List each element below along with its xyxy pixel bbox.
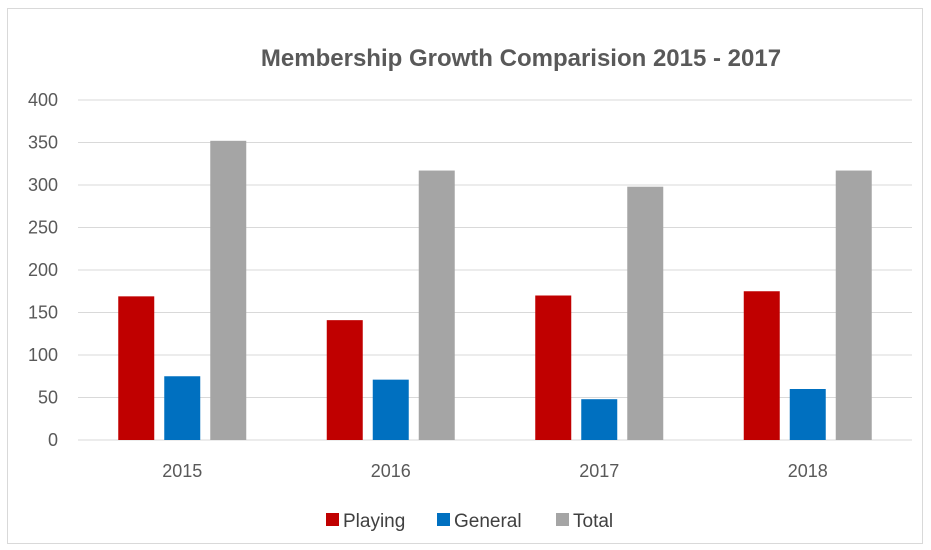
y-tick-label: 200 bbox=[28, 260, 58, 280]
y-tick-label: 50 bbox=[38, 388, 58, 408]
bar-total-2018 bbox=[835, 170, 872, 441]
legend-swatch-playing bbox=[326, 513, 339, 526]
chart-title: Membership Growth Comparision 2015 - 201… bbox=[261, 45, 781, 72]
y-tick-label: 400 bbox=[28, 90, 58, 110]
bar-total-2017 bbox=[627, 186, 664, 440]
legend: Playing General Total bbox=[326, 511, 613, 532]
y-tick-label: 250 bbox=[28, 218, 58, 238]
x-tick-label: 2018 bbox=[788, 461, 828, 481]
bar-playing-2016 bbox=[326, 320, 363, 440]
bar-general-2018 bbox=[789, 389, 826, 440]
x-tick-label: 2016 bbox=[371, 461, 411, 481]
y-tick-label: 100 bbox=[28, 345, 58, 365]
y-tick-label: 150 bbox=[28, 303, 58, 323]
gridlines bbox=[78, 99, 912, 441]
bar-playing-2015 bbox=[118, 296, 155, 440]
y-tick-label: 300 bbox=[28, 175, 58, 195]
bar-general-2017 bbox=[581, 399, 618, 440]
legend-label-playing: Playing bbox=[343, 511, 405, 532]
bars bbox=[118, 140, 872, 441]
bar-playing-2018 bbox=[743, 291, 780, 440]
chart-frame bbox=[7, 8, 923, 544]
x-tick-label: 2017 bbox=[579, 461, 619, 481]
legend-label-general: General bbox=[454, 511, 522, 532]
legend-label-total: Total bbox=[573, 511, 613, 532]
bar-total-2015 bbox=[210, 140, 247, 441]
bar-total-2016 bbox=[418, 170, 455, 441]
bar-general-2015 bbox=[164, 376, 201, 440]
legend-swatch-total bbox=[556, 513, 569, 526]
y-axis-ticks: 0 50 100 150 200 250 300 350 400 bbox=[28, 90, 58, 450]
legend-swatch-general bbox=[437, 513, 450, 526]
y-tick-label: 350 bbox=[28, 133, 58, 153]
bar-general-2016 bbox=[372, 379, 409, 440]
x-tick-label: 2015 bbox=[162, 461, 202, 481]
y-tick-label: 0 bbox=[48, 430, 58, 450]
x-axis-ticks: 2015 2016 2017 2018 bbox=[162, 461, 828, 481]
bar-playing-2017 bbox=[535, 295, 572, 440]
